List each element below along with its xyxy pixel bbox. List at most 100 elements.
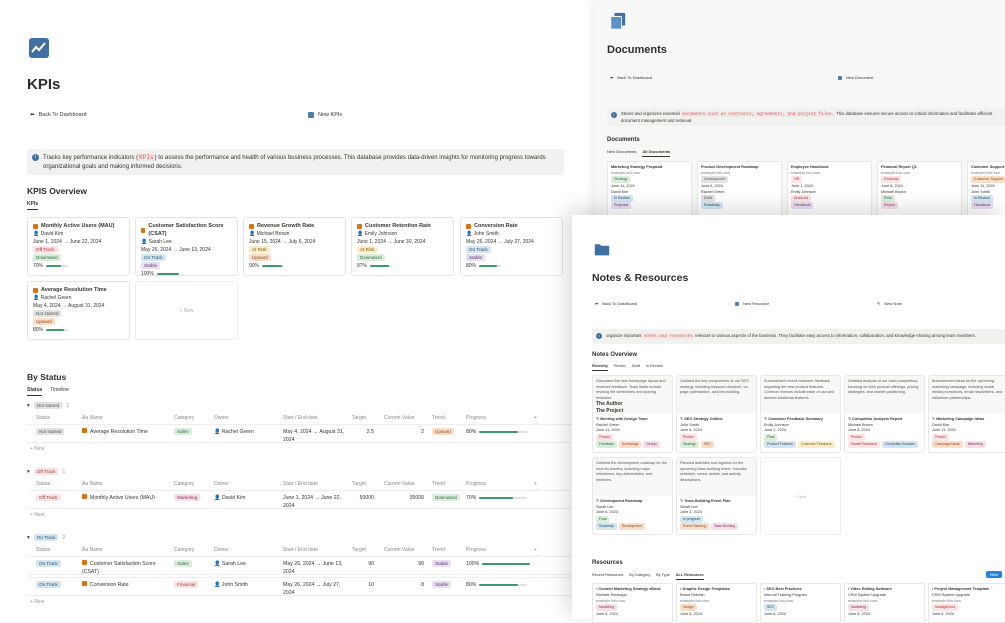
document-title: Marketing Strategy Proposal [611, 165, 663, 169]
column-header[interactable]: Start / End date [283, 415, 318, 421]
column-header[interactable]: Aa Name [82, 547, 103, 553]
column-header[interactable]: Owner [214, 415, 229, 421]
progress-bar [479, 583, 528, 586]
status-group-header[interactable]: ▾ Not started 1 [27, 402, 69, 409]
note-card[interactable]: Outlined the key components of our SEO s… [676, 375, 757, 453]
column-header[interactable]: Target [352, 547, 366, 553]
new-resource-button[interactable]: New Resource [732, 299, 772, 308]
column-header[interactable]: Target [352, 481, 366, 487]
column-header[interactable]: Owner [214, 481, 229, 487]
document-card[interactable]: Marketing Strategy Proposal example.link.… [607, 161, 692, 221]
new-document-button[interactable]: New Document [835, 73, 876, 82]
table-row[interactable]: Not started Average Resolution Time Sales 👤… [27, 424, 572, 443]
status-group-header[interactable]: ▾ On Track 2 [27, 534, 65, 541]
column-header[interactable]: Status [36, 415, 51, 421]
kpi-card[interactable]: Customer Satisfaction Score (CSAT) 👤 Sara… [135, 217, 238, 277]
column-header[interactable]: Category [174, 481, 195, 487]
column-header[interactable]: Owner [214, 547, 229, 553]
kpi-card[interactable]: Customer Retention Rate 👤 Emily Johnson Ju… [351, 217, 454, 276]
column-header[interactable]: Start / End date [283, 481, 318, 487]
kpi-card[interactable]: Revenue Growth Rate 👤 Michael Brown June 1… [243, 217, 346, 276]
note-card[interactable]: Outlined the development roadmap for the… [592, 457, 673, 535]
kpi-card[interactable]: Conversion Rate 👤 John Smith May 26, 2024 … [460, 217, 563, 276]
tab-all-resources[interactable]: ALL Resources [675, 573, 704, 580]
documents-page: Documents ⬅ Back To Dashboard New Docume… [595, 0, 1005, 230]
column-header[interactable]: Trend [432, 481, 445, 487]
row-name[interactable]: Conversion Rate [90, 582, 129, 588]
resource-title-row: ▪ Graphic Design Templates [680, 586, 753, 592]
note-card[interactable]: Detailed analysis of our main competitor… [844, 375, 925, 453]
note-card[interactable]: Summarized recent customer feedback rega… [760, 375, 841, 453]
row-current-value-cell: 35000 [384, 494, 430, 502]
tab-status[interactable]: Status [27, 387, 43, 396]
row-name[interactable]: Customer Satisfaction Score (CSAT) [82, 561, 156, 575]
tab-by-category[interactable]: By Category [629, 573, 651, 577]
kpi-card[interactable]: Monthly Active Users (MAU) 👤 David Kim Jun… [27, 217, 130, 276]
resources-new-button[interactable]: New [986, 571, 1003, 578]
tab-pinned[interactable]: Pinned [613, 364, 626, 368]
resource-card[interactable]: ▪ SEO Best Practices Internal Training Pr… [760, 583, 841, 623]
column-header[interactable]: Trend [432, 415, 445, 421]
row-name[interactable]: Average Resolution Time [90, 429, 148, 435]
tab-new-documents[interactable]: New Documents [607, 149, 637, 154]
caret-down-icon: ▾ [27, 402, 30, 409]
chart-line-icon [249, 223, 254, 229]
column-header[interactable]: Category [174, 547, 195, 553]
new-row-button[interactable]: + New [30, 446, 45, 452]
table-row[interactable]: On Track Conversion Rate Financial 👤 John S… [27, 577, 572, 596]
note-card[interactable]: Planned activities and logistics for the… [676, 457, 757, 535]
column-header[interactable]: Progress [466, 481, 487, 487]
document-card[interactable]: Product Development Roadmap example.link.… [697, 161, 782, 221]
row-name[interactable]: Monthly Active Users (MAU) [90, 495, 155, 501]
document-card[interactable]: Customer Support example.link.com Customer… [967, 161, 1005, 221]
note-card[interactable]: Discussed the new homepage layout and re… [592, 375, 673, 453]
tab-recently[interactable]: Recently [592, 364, 608, 371]
column-header[interactable]: Current Value [384, 481, 415, 487]
tab-in-review[interactable]: In Review [645, 364, 663, 368]
column-header[interactable]: Current Value [384, 415, 415, 421]
tab-kpis[interactable]: KPIs [27, 201, 39, 210]
document-card[interactable]: Employee Handbook example.link.com HR June … [787, 161, 872, 221]
table-row[interactable]: On Track Customer Satisfaction Score (CSA… [27, 556, 572, 575]
new-row-button[interactable]: + New [30, 599, 45, 605]
resource-card[interactable]: ▪ Content Marketing Strategy eBook Websit… [592, 583, 673, 623]
column-header[interactable]: Start / End date [283, 547, 318, 553]
document-card[interactable]: Financial Report Q1 example.link.com Finan… [877, 161, 962, 221]
column-header[interactable]: Current Value [384, 547, 415, 553]
new-note-card[interactable]: + New [760, 457, 841, 535]
new-note-button[interactable]: ✎ New Note [877, 301, 902, 306]
status-group-header[interactable]: ▾ Off Track 1 [27, 468, 65, 475]
column-header[interactable]: Progress [466, 547, 487, 553]
resource-card[interactable]: ▪ Graphic Design Templates Brand Refresh e… [676, 583, 757, 623]
table-row[interactable]: Off Track Monthly Active Users (MAU) Marke… [27, 490, 572, 509]
column-header[interactable]: Progress [466, 415, 487, 421]
back-to-dashboard-button[interactable]: ⬅ Back To Dashboard [30, 112, 87, 118]
tab-by-type[interactable]: By Type [656, 573, 670, 577]
column-header[interactable]: Status [36, 547, 51, 553]
resource-card[interactable]: ▪ Project Management Template CRM System … [928, 583, 1005, 623]
new-kpi-card[interactable]: + New [135, 281, 238, 340]
tab-draft[interactable]: Draft [631, 364, 640, 368]
tab-timeline[interactable]: Timeline [50, 387, 69, 393]
notes-back-button[interactable]: ⬅ Back To Dashboard [595, 301, 638, 306]
tab-recent-resources[interactable]: Recent Resources [592, 573, 624, 577]
column-header[interactable]: Trend [432, 547, 445, 553]
resource-card[interactable]: ▪ Video Editing Software CRM System Upgra… [844, 583, 925, 623]
column-header[interactable]: Aa Name [82, 481, 103, 487]
document-type: Handbook [971, 202, 994, 209]
row-trend-cell: Stable [432, 560, 464, 568]
note-status-row: Pinned [680, 433, 753, 441]
column-header[interactable]: Category [174, 415, 195, 421]
resource-tag-row: Marketing [596, 604, 669, 611]
docs-back-button[interactable]: ⬅ Back To Dashboard [610, 75, 653, 80]
column-header[interactable]: Status [36, 481, 51, 487]
new-kpis-button[interactable]: New KPIs [305, 110, 345, 120]
note-card[interactable]: Brainstormed ideas for the upcoming mark… [928, 375, 1005, 453]
column-header[interactable]: Target [352, 415, 366, 421]
new-row-button[interactable]: + New [30, 512, 45, 518]
column-header[interactable]: Aa Name [82, 415, 103, 421]
kpi-card[interactable]: Average Resolution Time 👤 Rachel Green May… [27, 281, 130, 340]
note-status-row: Pinned [932, 433, 1005, 441]
tab-all-documents[interactable]: All Documents [642, 149, 671, 157]
note-status-row: Final [764, 433, 837, 441]
